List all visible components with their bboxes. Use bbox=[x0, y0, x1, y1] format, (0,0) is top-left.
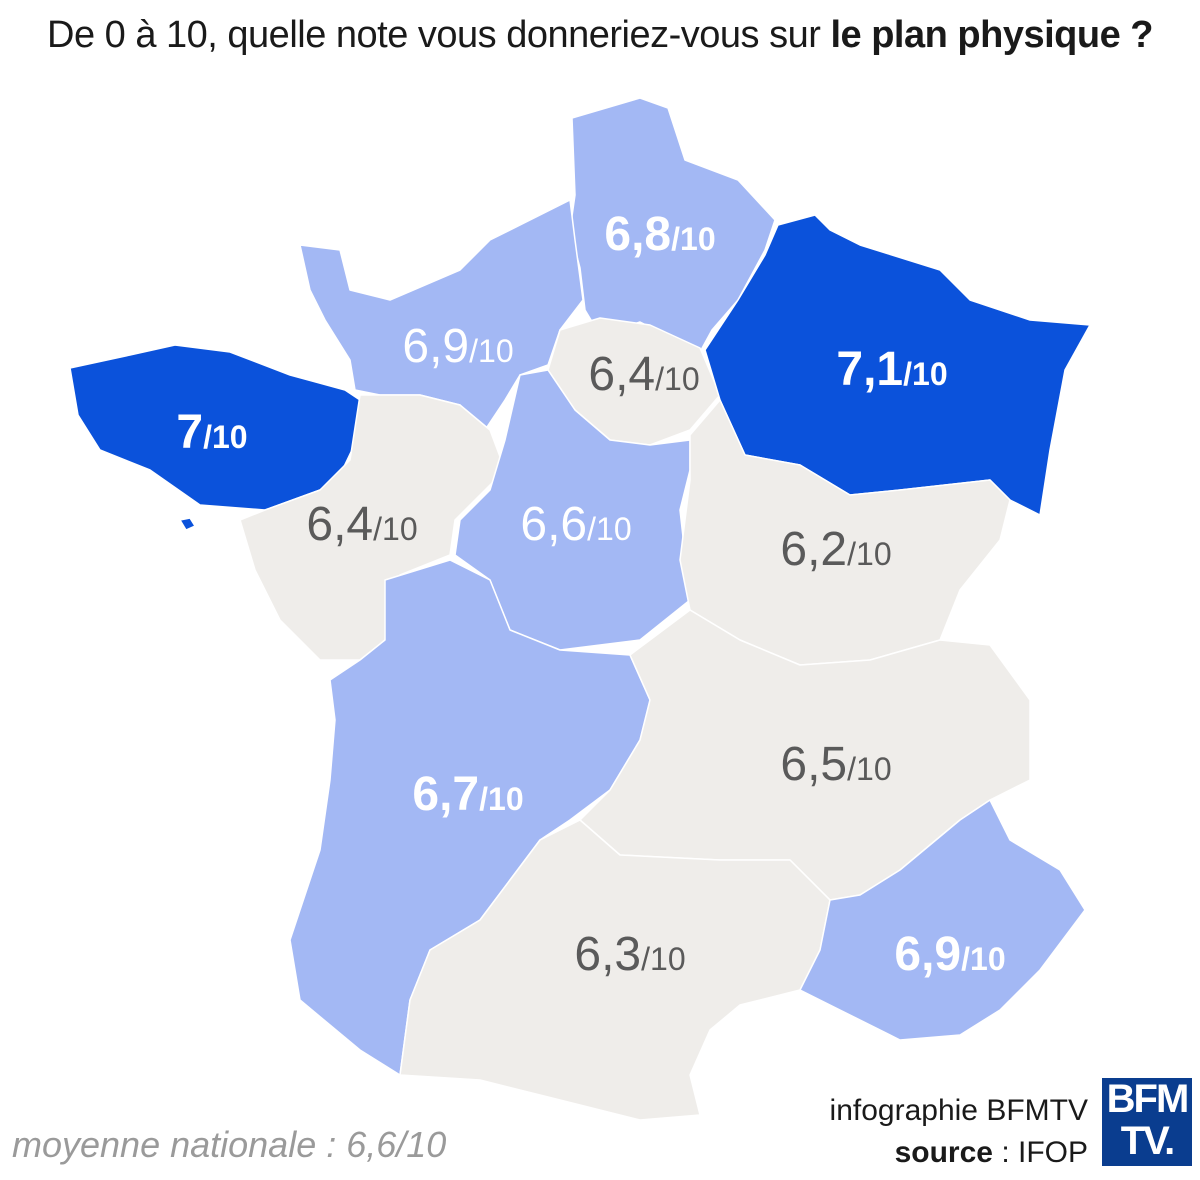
source-label: source bbox=[894, 1136, 993, 1169]
label-ile-de-france: 6,4/10 bbox=[588, 348, 699, 401]
region-paca bbox=[799, 799, 1086, 1041]
label-centre-val-de-loire: 6,6/10 bbox=[520, 498, 631, 551]
island-ouessant bbox=[179, 517, 196, 531]
label-bretagne: 7/10 bbox=[176, 406, 247, 459]
national-average: moyenne nationale : 6,6/10 bbox=[12, 1124, 447, 1165]
chart-title: De 0 à 10, quelle note vous donneriez-vo… bbox=[47, 14, 1153, 56]
label-pays-de-la-loire: 6,4/10 bbox=[306, 498, 417, 551]
label-nouvelle-aquitaine: 6,7/10 bbox=[412, 768, 523, 821]
credit-infographie: infographie BFMTV bbox=[829, 1094, 1088, 1127]
label-hauts-de-france: 6,8/10 bbox=[604, 208, 715, 261]
region-centre-val-de-loire bbox=[454, 369, 691, 651]
region-grand-est bbox=[704, 214, 1091, 516]
credit-block: infographie BFMTV source : IFOP bbox=[830, 1090, 1088, 1174]
label-grand-est: 7,1/10 bbox=[836, 343, 947, 396]
region-bretagne bbox=[69, 344, 361, 511]
region-occitanie bbox=[399, 819, 831, 1121]
region-bourgogne-franche-comte bbox=[679, 399, 1011, 666]
label-bourgogne-franche-comte: 6,2/10 bbox=[780, 523, 891, 576]
label-normandie: 6,9/10 bbox=[402, 320, 513, 373]
bfmtv-logo: BFM TV. bbox=[1102, 1078, 1192, 1166]
region-normandie bbox=[299, 199, 584, 431]
label-paca: 6,9/10 bbox=[894, 928, 1005, 981]
source-value: : IFOP bbox=[992, 1136, 1088, 1169]
label-occitanie: 6,3/10 bbox=[574, 928, 685, 981]
label-auvergne-rhone-alpes: 6,5/10 bbox=[780, 738, 891, 791]
credit-source: source : IFOP bbox=[830, 1132, 1088, 1174]
